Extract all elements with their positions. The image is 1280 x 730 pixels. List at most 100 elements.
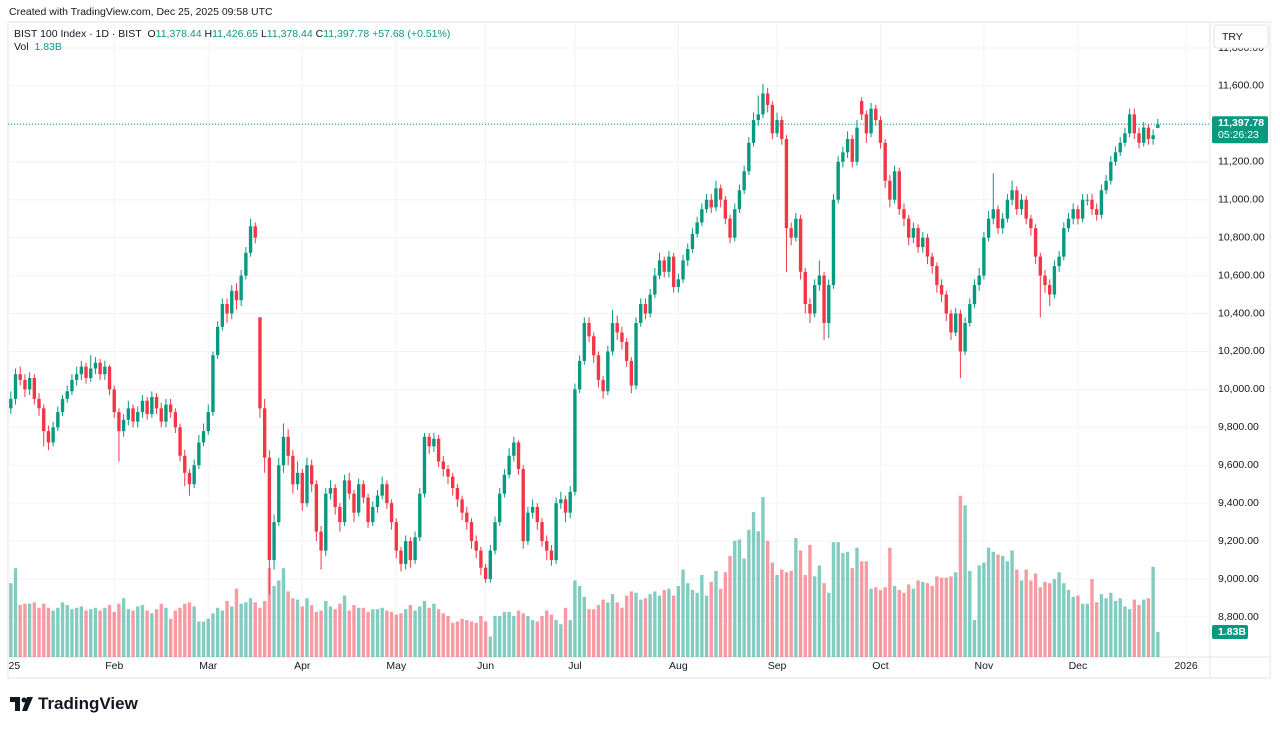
volume-bar (1127, 609, 1132, 657)
candle-body (272, 522, 276, 561)
candle-body (1151, 135, 1155, 140)
candle-body (23, 379, 27, 390)
volume-bar (1015, 569, 1019, 657)
candle-body (446, 469, 450, 477)
volume-bar (549, 614, 554, 657)
volume-key: Vol (14, 41, 29, 53)
x-tick-label: 2025 (0, 660, 20, 672)
candle-body (770, 104, 775, 134)
candle-body (822, 275, 826, 323)
candle-body (563, 499, 568, 513)
candle-body (878, 120, 883, 143)
candle-body (540, 522, 544, 542)
volume-value: 1.83B (34, 41, 62, 53)
volume-bar (361, 607, 366, 657)
candle-body (1010, 190, 1014, 200)
candle-body (897, 171, 901, 210)
volume-bar (121, 598, 126, 657)
candle-body (1099, 190, 1104, 215)
candle-body (916, 228, 920, 248)
candle-body (620, 332, 624, 342)
volume-bar (986, 547, 991, 657)
candle-body (808, 304, 812, 314)
volume-bar (756, 531, 760, 657)
volume-bar (126, 609, 131, 657)
candle-body (187, 472, 192, 485)
candle-body (281, 436, 286, 466)
volume-bar (648, 594, 652, 657)
candle-body (230, 290, 234, 314)
candle-body (1076, 209, 1080, 219)
volume-bar (1071, 596, 1075, 657)
x-tick-label: Aug (669, 660, 688, 672)
candle-body (850, 139, 854, 162)
candle-body (103, 366, 107, 375)
candle-body (982, 237, 986, 276)
volume-bar (535, 621, 540, 657)
volume-bar (798, 550, 803, 657)
volume-bar (253, 602, 257, 657)
currency-box[interactable] (1213, 24, 1269, 49)
volume-bar (1132, 599, 1137, 657)
candle-body (488, 550, 492, 580)
candle-body (436, 438, 441, 462)
candle-body (164, 404, 168, 422)
candle-body (220, 304, 225, 327)
candle-body (1137, 133, 1141, 143)
candle-body (356, 484, 361, 513)
volume-bar (159, 603, 163, 657)
candle-body (963, 322, 967, 352)
volume-bar (1151, 566, 1155, 657)
volume-bar (1146, 598, 1151, 657)
candle-body (1057, 256, 1061, 267)
volume-bar (1043, 581, 1047, 657)
candle-body (1085, 199, 1090, 201)
candle-body (662, 260, 666, 272)
candle-body (27, 378, 32, 390)
candle-body (859, 101, 864, 115)
candle-body (455, 488, 460, 500)
candle-body (375, 495, 380, 507)
volume-bar (1118, 598, 1122, 657)
candle-body (803, 271, 807, 305)
volume-bar (197, 621, 201, 657)
volume-bar (1038, 587, 1042, 657)
volume-bar (291, 598, 295, 657)
volume-bar (902, 592, 906, 657)
volume-bar (178, 607, 182, 657)
candle-body (441, 461, 445, 470)
candle-body (1005, 199, 1010, 219)
volume-bar (211, 613, 215, 657)
candle-body (747, 142, 751, 172)
volume-bar (89, 609, 93, 657)
volume-bar (521, 613, 525, 657)
volume-bar (1109, 592, 1113, 657)
candle-body (140, 400, 145, 413)
candle-body (121, 419, 126, 432)
candle-body (1118, 142, 1122, 153)
volume-bar (676, 585, 681, 657)
candle-body (526, 512, 530, 542)
volume-bar (42, 603, 46, 657)
candle-body (267, 457, 272, 561)
candle-body (841, 152, 845, 162)
symbol: BIST 100 Index · 1D · BIST (14, 28, 142, 40)
volume-bar (761, 497, 765, 657)
currency[interactable]: TRY (1222, 31, 1243, 43)
candle-body (89, 368, 93, 379)
candle-body (408, 541, 413, 561)
candle-body (328, 488, 333, 494)
candle-body (1024, 199, 1028, 219)
candle-body (634, 322, 638, 386)
volume-bar (455, 621, 460, 657)
candle-body (432, 438, 436, 447)
candle-body (639, 304, 643, 323)
candle-body (173, 412, 178, 428)
candle-body (939, 285, 944, 295)
volume-bar (643, 598, 648, 657)
volume-bar (615, 602, 619, 657)
candle-body (418, 493, 422, 538)
volume-bar (460, 618, 464, 657)
candle-body (592, 336, 596, 356)
volume-bar (784, 572, 789, 657)
